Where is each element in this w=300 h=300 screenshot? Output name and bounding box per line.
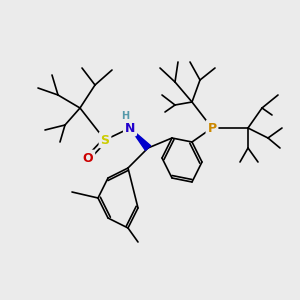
Text: P: P [207, 122, 217, 134]
Text: H: H [121, 111, 129, 121]
Text: S: S [100, 134, 109, 146]
Polygon shape [130, 128, 151, 150]
Text: O: O [83, 152, 93, 164]
Text: N: N [125, 122, 135, 134]
